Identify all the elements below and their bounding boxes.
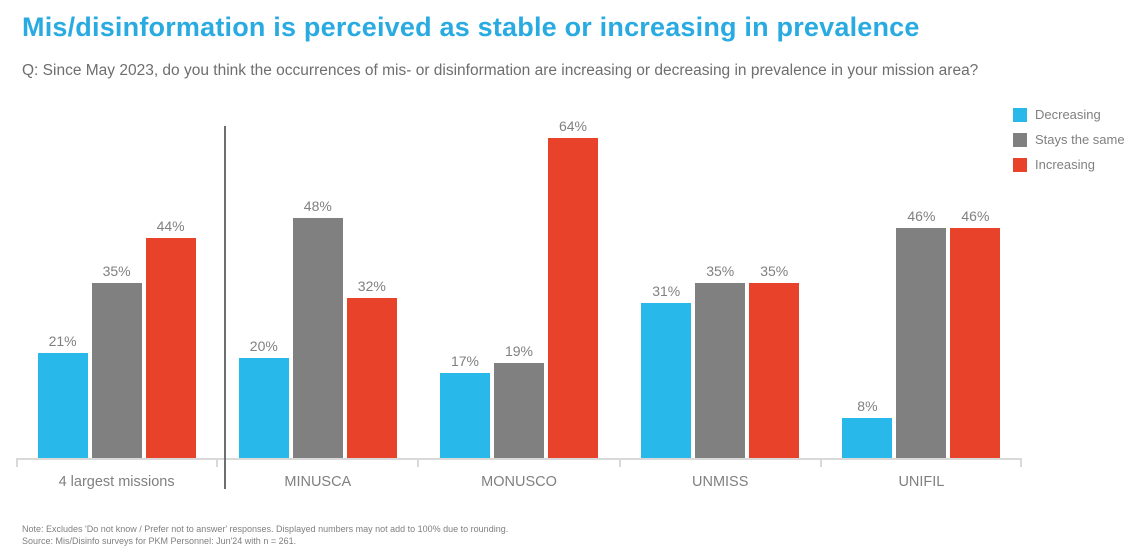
bar-column: 46% xyxy=(950,208,1001,458)
bar-value-label: 44% xyxy=(156,218,185,234)
legend-label: Increasing xyxy=(1035,157,1095,172)
bar-decreasing xyxy=(440,373,490,458)
category-label: UNMISS xyxy=(692,474,749,490)
bar-value-label: 64% xyxy=(558,118,588,134)
bar-group: 8% 46% 46% xyxy=(821,120,1022,458)
category-label: 4 largest missions xyxy=(58,474,175,490)
bar-increasing xyxy=(346,298,397,458)
bar-value-label: 21% xyxy=(48,333,77,349)
axis-tick xyxy=(1020,460,1022,467)
bar-decreasing xyxy=(641,303,692,458)
category-axis: 4 largest missions MINUSCA MONUSCO UNMISS UN… xyxy=(16,470,1022,490)
bar-value-label: 19% xyxy=(504,343,534,359)
bar-group: 21% 35% 44% xyxy=(16,120,217,458)
category-label: MINUSCA xyxy=(284,474,352,490)
bar-column: 17% xyxy=(440,353,490,458)
axis-tick xyxy=(819,460,822,467)
group-divider-line xyxy=(224,126,226,489)
bar-increasing xyxy=(749,283,800,458)
axis-tick xyxy=(16,460,18,467)
bar-value-label: 46% xyxy=(907,208,936,224)
bar-increasing xyxy=(145,238,196,458)
bar-value-label: 35% xyxy=(760,263,789,279)
bar-column: 64% xyxy=(548,118,598,458)
plot-area: 21% 35% 44% 20% 48% 32% 17% 19% 64% 31% 35% 35% 8% 46… xyxy=(16,118,1022,460)
bar-group: 17% 19% 64% xyxy=(418,118,619,458)
chart-legend: Decreasing Stays the same Increasing xyxy=(1013,107,1125,172)
bar-column: 35% xyxy=(749,263,800,458)
bar-increasing xyxy=(548,138,598,458)
bar-stays-the-same xyxy=(896,228,947,458)
source-text: Source: Mis/Disinfo surveys for PKM Pers… xyxy=(22,535,297,546)
bar-value-label: 35% xyxy=(706,263,735,279)
bar-decreasing xyxy=(37,353,88,458)
legend-item: Increasing xyxy=(1013,157,1125,172)
bar-stays-the-same xyxy=(695,283,746,458)
survey-question: Q: Since May 2023, do you think the occu… xyxy=(22,62,979,79)
bar-value-label: 35% xyxy=(102,263,131,279)
bar-column: 21% xyxy=(37,333,88,458)
bar-stays-the-same xyxy=(494,363,544,458)
legend-swatch-icon xyxy=(1013,132,1027,147)
bar-column: 19% xyxy=(494,343,544,458)
bar-value-label: 46% xyxy=(961,208,990,224)
bar-value-label: 20% xyxy=(249,338,278,354)
axis-tick xyxy=(216,460,219,467)
category-label: MONUSCO xyxy=(481,474,557,490)
legend-label: Stays the same xyxy=(1035,132,1125,147)
axis-tick xyxy=(417,460,420,467)
bar-column: 20% xyxy=(238,338,289,458)
bar-column: 46% xyxy=(896,208,947,458)
bar-decreasing xyxy=(238,358,289,458)
axis-ticks xyxy=(16,460,1022,468)
bar-column: 44% xyxy=(145,218,196,458)
axis-tick xyxy=(618,460,621,467)
bar-chart: 21% 35% 44% 20% 48% 32% 17% 19% 64% 31% 35% 35% 8% 46… xyxy=(16,118,1022,490)
bar-stays-the-same xyxy=(91,283,142,458)
legend-swatch-icon xyxy=(1013,107,1027,122)
bar-value-label: 8% xyxy=(857,398,878,414)
legend-label: Decreasing xyxy=(1035,107,1101,122)
bar-group: 20% 48% 32% xyxy=(217,120,418,458)
bar-column: 48% xyxy=(292,198,343,458)
page-title: Mis/disinformation is perceived as stabl… xyxy=(22,12,920,42)
bar-value-label: 31% xyxy=(652,283,681,299)
bar-value-label: 32% xyxy=(357,278,386,294)
legend-item: Decreasing xyxy=(1013,107,1125,122)
bar-group: 31% 35% 35% xyxy=(620,120,821,458)
bar-column: 35% xyxy=(91,263,142,458)
bar-column: 31% xyxy=(641,283,692,458)
legend-item: Stays the same xyxy=(1013,132,1125,147)
bar-value-label: 17% xyxy=(450,353,480,369)
bar-column: 35% xyxy=(695,263,746,458)
bar-value-label: 48% xyxy=(303,198,332,214)
bar-increasing xyxy=(950,228,1001,458)
footnotes: Note: Excludes 'Do not know / Prefer not… xyxy=(22,524,508,547)
bar-column: 8% xyxy=(842,398,893,458)
bar-decreasing xyxy=(842,418,893,458)
bar-column: 32% xyxy=(346,278,397,458)
note-text: Note: Excludes 'Do not know / Prefer not… xyxy=(22,524,509,534)
bar-stays-the-same xyxy=(292,218,343,458)
category-label: UNIFIL xyxy=(898,474,945,490)
legend-swatch-icon xyxy=(1013,157,1027,172)
